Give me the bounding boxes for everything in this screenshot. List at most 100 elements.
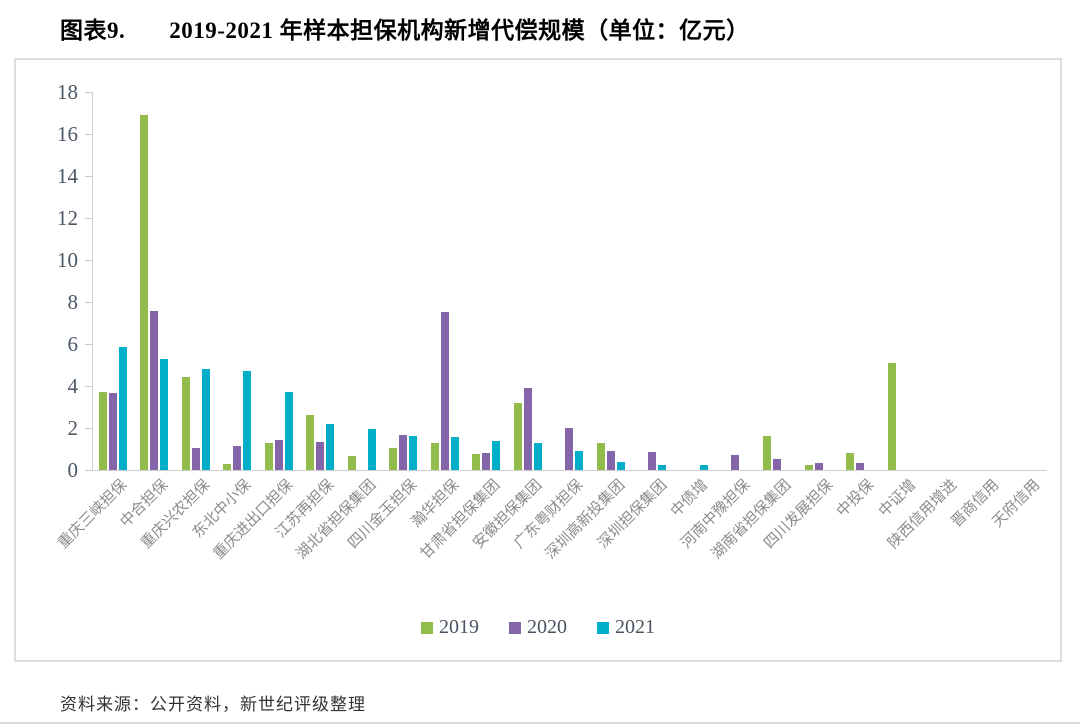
y-axis-tick-mark [85,176,92,177]
bar-2020 [274,440,283,470]
bar-2020 [191,448,200,470]
bar-group [632,92,674,470]
bar-2019 [181,377,190,470]
bar-group [756,92,798,470]
bar-2021 [616,462,625,470]
legend-swatch-icon [597,621,609,634]
bar-2021 [658,465,667,470]
bar-2020 [108,393,117,470]
bar-group [507,92,549,470]
bar-2019 [430,443,439,470]
y-axis-tick-label: 18 [57,80,78,104]
bar-group [258,92,300,470]
bar-2021 [575,451,584,470]
bar-2021 [118,347,127,470]
bar-2021 [450,437,459,470]
bar-2019 [264,443,273,470]
bar-2021 [367,429,376,470]
bar-2019 [596,443,605,470]
legend-swatch-icon [509,621,521,634]
bar-2021 [284,392,293,470]
bar-group [1005,92,1047,470]
bar-2019 [223,464,232,470]
bar-2019 [347,456,356,470]
y-axis-tick-mark [85,470,92,471]
figure-title-row: 图表9. 2019-2021 年样本担保机构新增代偿规模（单位：亿元） [60,11,750,45]
bar-group [424,92,466,470]
legend-swatch-icon [421,621,433,634]
legend-label: 2020 [527,616,567,638]
bar-group [383,92,425,470]
plot-area [92,92,1047,470]
bar-2020 [648,452,657,470]
bar-2021 [409,436,418,470]
bottom-divider [0,722,1080,724]
bar-group [300,92,342,470]
bar-2020 [606,451,615,470]
bar-group [217,92,259,470]
y-axis-tick-label: 8 [67,290,79,314]
bar-2021 [160,359,169,470]
y-axis-tick-label: 0 [67,458,79,482]
y-axis-tick-label: 6 [67,332,79,356]
bar-2019 [804,465,813,470]
bar-group [466,92,508,470]
bar-2019 [846,453,855,470]
bar-group [839,92,881,470]
bar-2020 [316,442,325,470]
bar-2019 [98,392,107,470]
y-axis-line [92,92,93,470]
bar-group [922,92,964,470]
bar-2019 [763,436,771,470]
y-axis-tick-label: 10 [57,248,78,272]
chart-frame: 0 2 4 6 8 10 12 14 16 18 重庆三峡担保 中合担保 重庆兴农担保 东北中小保 重庆进出… [14,58,1062,662]
bar-group [134,92,176,470]
bar-2020 [731,455,740,470]
bar-2020 [814,463,823,470]
bar-2021 [699,465,708,470]
bar-group [798,92,840,470]
bar-2019 [472,454,481,470]
bar-2019 [306,415,315,470]
y-axis-tick-mark [85,428,92,429]
x-axis-category-label: 重庆三峡担保 [55,477,131,552]
legend-label: 2019 [439,616,479,638]
x-axis-line [92,470,1047,471]
legend-item-2021: 2021 [597,616,655,639]
chart-legend: 2019 2020 2021 [16,616,1060,639]
y-axis-tick-mark [85,386,92,387]
y-axis-tick-label: 12 [57,206,78,230]
bar-2021 [326,424,335,470]
source-note: 资料来源：公开资料，新世纪评级整理 [60,695,366,714]
y-axis-tick-mark [85,302,92,303]
y-axis-tick-label: 4 [67,374,79,398]
y-axis-tick-mark [85,218,92,219]
bar-2021 [201,369,210,470]
figure-title: 2019-2021 年样本担保机构新增代偿规模（单位：亿元） [169,18,750,43]
bar-group [590,92,632,470]
bar-2019 [887,363,896,470]
legend-item-2020: 2020 [509,616,567,639]
bar-group [92,92,134,470]
figure-label: 图表9. [60,18,126,43]
bar-2021 [243,371,252,470]
y-axis-tick-mark [85,92,92,93]
bar-2021 [492,441,501,470]
bar-2021 [533,443,542,470]
bar-2020 [856,463,865,470]
legend-label: 2021 [615,616,655,638]
y-axis-tick-label: 14 [57,164,78,188]
bar-2020 [150,311,159,470]
y-axis-tick-mark [85,260,92,261]
bar-group [341,92,383,470]
bar-2020 [523,388,532,470]
bar-2019 [513,403,522,470]
y-axis-tick-mark [85,134,92,135]
bar-2020 [773,459,781,470]
bar-2019 [389,448,398,470]
bar-2020 [399,435,408,470]
bar-2020 [565,428,574,470]
bar-2020 [440,312,449,470]
bar-2020 [233,446,242,470]
